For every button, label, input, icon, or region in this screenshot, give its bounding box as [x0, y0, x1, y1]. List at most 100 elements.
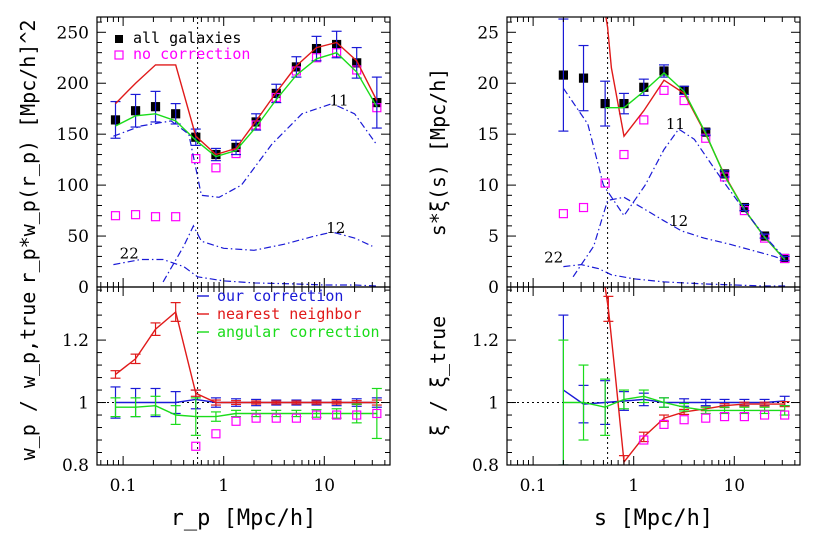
error-bar — [759, 406, 770, 415]
y-tick-label: 200 — [57, 74, 89, 94]
point-no-correction — [639, 115, 649, 125]
x-tick-label: 10 — [723, 476, 745, 496]
series-our-correction-line — [562, 389, 785, 405]
error-bar — [638, 389, 649, 404]
point-no-correction — [130, 210, 141, 220]
x-tick-label: 1 — [218, 476, 229, 496]
error-bar — [603, 295, 614, 322]
error-bar — [578, 44, 589, 112]
x-axis-label: r_p [Mpc/h] — [171, 506, 317, 531]
point-no-correction — [191, 154, 201, 164]
y-tick-label: 0 — [488, 278, 499, 298]
error-bar — [331, 400, 342, 405]
error-bar — [779, 405, 790, 416]
panel-top-right: 0 5 10 15 20 25 11 12 22 s*ξ(s) [Mpc/h] — [426, 16, 801, 298]
curve-22 — [563, 263, 786, 287]
error-bar — [210, 399, 221, 406]
y-tick-label: 250 — [57, 23, 89, 43]
point-no-correction — [150, 212, 161, 222]
panel-bottom-right: 0.8 1 1.2 0.1 1 10 s [Mpc/h] ξ / ξ_true — [426, 286, 801, 531]
y-tick-label: 50 — [67, 227, 89, 247]
curve-11 — [113, 102, 377, 198]
legend-marker-no-correction — [114, 50, 124, 60]
plot-area — [97, 287, 390, 465]
error-bar — [190, 397, 201, 436]
plot-area — [558, 17, 790, 287]
y-tick-label: 1 — [78, 394, 89, 414]
point-no-correction — [311, 410, 322, 420]
legend-label: no correction — [133, 45, 250, 63]
axes-frame — [96, 286, 391, 466]
error-bar — [170, 302, 181, 322]
x-tick-label: 10 — [313, 476, 335, 496]
error-bar — [150, 395, 161, 416]
curve-label: 22 — [120, 244, 139, 262]
point-no-correction — [659, 85, 669, 95]
y-tick-label: 0.8 — [62, 456, 89, 476]
point-no-correction — [271, 413, 281, 423]
error-bar — [251, 409, 262, 418]
error-bar — [190, 128, 201, 146]
point-no-correction — [291, 413, 301, 423]
point-no-correction — [558, 209, 568, 219]
error-bar — [110, 100, 121, 139]
panel-bottom-left: 0.8 1 1.2 0.1 1 10 r_p [Mpc/h] w_p / w_p,true ou… — [16, 286, 391, 531]
y-tick-label: 1.2 — [472, 331, 499, 351]
error-bar — [231, 400, 242, 406]
point-no-correction — [679, 415, 689, 425]
y-axis-label: w_p / w_p,true — [16, 292, 40, 461]
y-tick-label: 0.8 — [472, 456, 499, 476]
error-bar — [638, 431, 649, 443]
error-bar — [110, 397, 121, 418]
point-no-correction — [619, 149, 629, 160]
series-nearest-neighbor-line — [115, 41, 378, 156]
y-tick-label: 15 — [477, 125, 499, 145]
error-bar — [618, 389, 629, 410]
curve-label: 11 — [666, 115, 685, 133]
error-bar — [600, 80, 611, 127]
point-no-correction — [110, 211, 121, 221]
error-bar — [210, 411, 221, 422]
point-no-correction — [739, 411, 749, 422]
error-bar — [271, 400, 282, 405]
error-bar — [190, 389, 201, 397]
series-angular-correction-line — [115, 51, 378, 158]
y-tick-label: 5 — [488, 227, 499, 247]
point-no-correction — [211, 163, 221, 173]
point-no-correction — [701, 413, 711, 423]
error-bar — [658, 397, 669, 408]
error-bar — [638, 78, 649, 97]
error-bar — [351, 403, 362, 424]
x-tick-label: 0.1 — [110, 476, 137, 496]
error-bar — [700, 398, 711, 407]
error-bar — [578, 364, 589, 441]
curve-label: 12 — [326, 219, 345, 237]
curve-12 — [162, 224, 373, 283]
curve-12 — [572, 196, 786, 278]
error-bar — [679, 402, 690, 412]
error-bar — [231, 409, 242, 418]
y-tick-label: 1 — [488, 394, 499, 414]
plot-area — [110, 17, 382, 287]
y-tick-label: 1.2 — [62, 331, 89, 351]
point-no-correction — [332, 410, 342, 420]
x-axis-label: s [Mpc/h] — [594, 506, 713, 531]
error-bar — [739, 401, 750, 407]
point-no-correction — [352, 410, 362, 420]
legend-marker-all-galaxies — [115, 35, 123, 43]
point-no-correction — [171, 212, 181, 222]
curve-label: 11 — [329, 92, 348, 110]
error-bar — [150, 90, 161, 123]
series-angular-correction-line — [563, 395, 785, 412]
x-tick-label: 0.1 — [520, 476, 547, 496]
error-bar — [291, 400, 302, 405]
error-bar — [130, 353, 141, 365]
point-no-correction — [600, 178, 610, 188]
point-no-correction — [251, 413, 261, 423]
y-tick-label: 20 — [477, 74, 499, 94]
curve-22 — [113, 258, 377, 287]
point-no-correction — [759, 410, 770, 420]
